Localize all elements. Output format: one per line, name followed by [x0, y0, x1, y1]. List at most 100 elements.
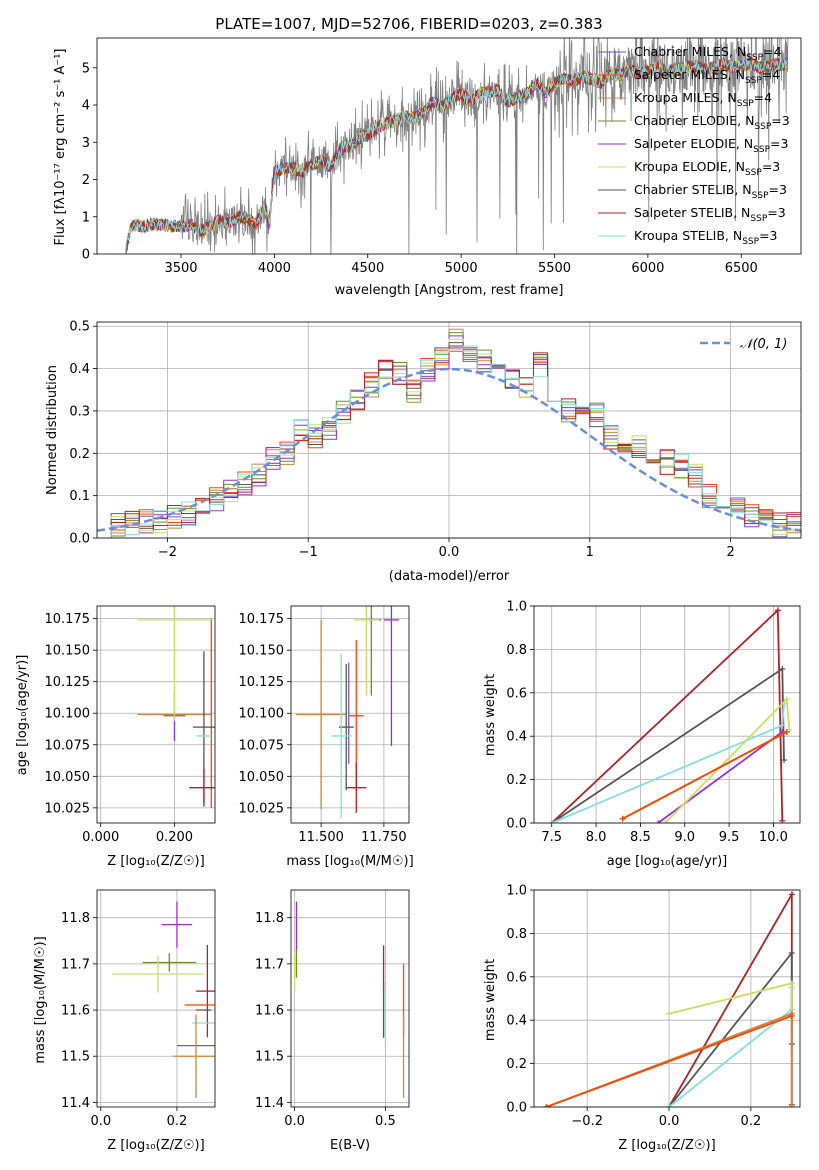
axes-frame — [96, 889, 216, 1108]
plot-area-age_vs_mass — [296, 606, 399, 818]
mass-weight-line — [664, 697, 791, 823]
axes-frame — [96, 605, 216, 824]
x-tick-label: −1 — [299, 545, 318, 560]
y-tick-label: 11.7 — [61, 957, 90, 972]
legend-label: Kroupa ELODIE, NSSP=3 — [634, 159, 780, 178]
y-tick-label: 0.0 — [506, 1101, 527, 1116]
y-tick-label: 10.025 — [45, 801, 91, 816]
legend-label-sub: SSP — [753, 145, 770, 155]
x-tick-label: 9.0 — [674, 830, 695, 845]
y-tick-label: 10.125 — [45, 675, 91, 690]
x-tick-label: 4000 — [258, 261, 291, 276]
axes-frame — [290, 605, 410, 824]
y-tick-label: 10.125 — [239, 675, 285, 690]
mass-weight-line — [668, 890, 793, 1107]
x-tick-label: 1 — [586, 545, 594, 560]
legend-label: Salpeter MILES, NSSP=4 — [634, 67, 780, 86]
mass-weight-line — [551, 703, 785, 823]
y-tick-label: 0.4 — [506, 730, 527, 745]
x-tick-label: 0.5 — [375, 1114, 396, 1129]
y-tick-label: 11.7 — [255, 957, 284, 972]
y-tick-label: 0.6 — [506, 970, 527, 985]
legend-label: Kroupa MILES, NSSP=4 — [634, 90, 772, 109]
observed-spectrum-line — [125, 38, 789, 254]
y-tick-label: 0.8 — [506, 643, 527, 658]
x-tick-label: 0.000 — [82, 830, 119, 845]
x-tick-label: 0.200 — [156, 830, 193, 845]
x-tick-label: 0.0 — [439, 545, 460, 560]
legend-label-sub: SSP — [745, 76, 762, 86]
y-axis-label: Normed distribution — [45, 365, 60, 495]
y-tick-label: 10.075 — [45, 738, 91, 753]
legend-label: Kroupa STELIB, NSSP=3 — [634, 228, 778, 247]
x-axis-label: mass [log₁₀(M/M☉)] — [286, 854, 413, 869]
legend-label-base: Kroupa MILES, N — [634, 90, 737, 105]
legend-label: 𝒩(0, 1) — [740, 337, 787, 352]
y-axis-label: age [log₁₀(age/yr)] — [15, 655, 30, 776]
plot-area-mass_weight_vs_Z — [543, 890, 795, 1107]
mass-weight-line — [668, 982, 793, 1015]
legend-label: Chabrier STELIB, NSSP=3 — [634, 182, 787, 201]
panel-residuals: −2 −1 0.0 1 2 0.0 0.1 0.2 0.3 0.4 0.5 (data-model)/… — [45, 320, 802, 584]
normal-curve-line — [97, 367, 801, 532]
y-tick-label: 11.4 — [255, 1096, 284, 1111]
legend-label-base: Salpeter MILES, N — [634, 67, 745, 82]
x-tick-label: 11.500 — [298, 830, 344, 845]
mass-weight-line — [551, 667, 785, 823]
plot-area-residuals — [97, 328, 801, 538]
legend-label-tail: =4 — [763, 44, 781, 59]
x-tick-label: 0.2 — [167, 1114, 188, 1129]
x-tick-label: 8.0 — [586, 830, 607, 845]
model-spectrum-line — [124, 57, 788, 254]
x-tick-label: 5500 — [538, 261, 571, 276]
legend-label-base: Salpeter ELODIE, N — [634, 136, 753, 151]
y-tick-label: 1.0 — [506, 884, 527, 899]
y-tick-label: 0.2 — [506, 1057, 527, 1072]
x-axis-label: age [log₁₀(age/yr)] — [607, 854, 728, 869]
legend-label-sub: SSP — [754, 122, 771, 132]
x-tick-label: 6500 — [725, 261, 758, 276]
chart-title: PLATE=1007, MJD=52706, FIBERID=0203, z=0… — [215, 15, 602, 33]
legend-label-base: Salpeter STELIB, N — [634, 205, 750, 220]
mass-weight-line — [545, 1015, 793, 1107]
y-axis-label: mass [log₁₀(M/M☉)] — [33, 936, 48, 1063]
x-axis-label: Z [log₁₀(Z/Z☉)] — [107, 854, 204, 869]
y-tick-label: 1 — [82, 210, 90, 225]
panel-spectrum: 3500 4000 4500 5000 5500 6000 6500 0 1 2 3 4 5 PLATE=… — [53, 15, 802, 298]
histogram-step-line — [97, 342, 801, 538]
y-tick-label: 0.0 — [69, 532, 90, 547]
y-tick-label: 3 — [82, 136, 90, 151]
y-tick-label: 10.050 — [239, 770, 285, 785]
x-axis-label: Z [log₁₀(Z/Z☉)] — [107, 1138, 204, 1153]
legend-label-sub: SSP — [752, 191, 769, 201]
mass-weight-line — [551, 608, 784, 823]
legend-label-base: Chabrier MILES, N — [634, 44, 746, 59]
y-axis-label: mass weight — [483, 674, 498, 756]
y-tick-label: 10.150 — [45, 644, 91, 659]
axes-frame — [96, 321, 802, 539]
x-tick-label: −0.2 — [571, 1114, 603, 1129]
x-tick-label: 0.0 — [284, 1114, 305, 1129]
legend-label-tail: =3 — [769, 182, 787, 197]
y-tick-label: 11.5 — [61, 1050, 90, 1065]
axes-frame — [533, 889, 801, 1108]
y-tick-label: 0.1 — [69, 489, 90, 504]
y-tick-label: 5 — [82, 61, 90, 76]
y-tick-label: 11.6 — [255, 1004, 284, 1019]
axes-frame — [290, 889, 410, 1108]
plot-area-age_vs_Z — [137, 606, 215, 808]
legend-label-base: Chabrier ELODIE, N — [634, 113, 754, 128]
x-tick-label: 10.0 — [759, 830, 788, 845]
panel-mass_vs_Z: 0.0 0.2 11.4 11.5 11.6 11.7 11.8 Z [log₁₀(Z/Z☉)… — [33, 889, 216, 1153]
panel-mass_vs_ebv: 0.0 0.5 11.4 11.5 11.6 11.7 11.8 E(B-V) — [255, 889, 410, 1153]
y-tick-label: 2 — [82, 173, 90, 188]
x-axis-label: E(B-V) — [330, 1138, 370, 1153]
x-tick-label: −2 — [158, 545, 177, 560]
x-tick-label: 4500 — [351, 261, 384, 276]
legend-label-tail: =3 — [762, 159, 780, 174]
y-tick-label: 11.6 — [61, 1004, 90, 1019]
y-tick-label: 0 — [82, 248, 90, 263]
panel-age_vs_Z: 0.000 0.200 10.025 10.050 10.075 10.100 10.125… — [15, 605, 216, 869]
axes-frame — [533, 605, 801, 824]
y-tick-label: 0.4 — [506, 1014, 527, 1029]
